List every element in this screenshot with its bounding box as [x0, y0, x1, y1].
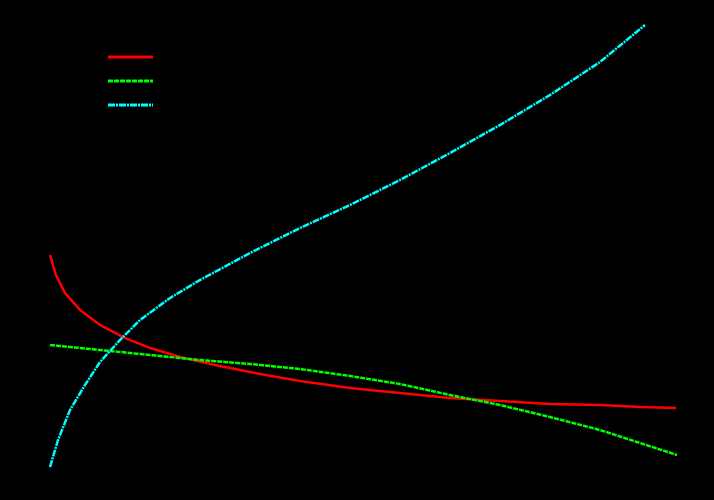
- legend: [108, 55, 153, 107]
- plot-area: [48, 24, 678, 468]
- series-line-1: [48, 254, 677, 410]
- series-line-2: [49, 343, 678, 457]
- series-line-3: [48, 24, 646, 468]
